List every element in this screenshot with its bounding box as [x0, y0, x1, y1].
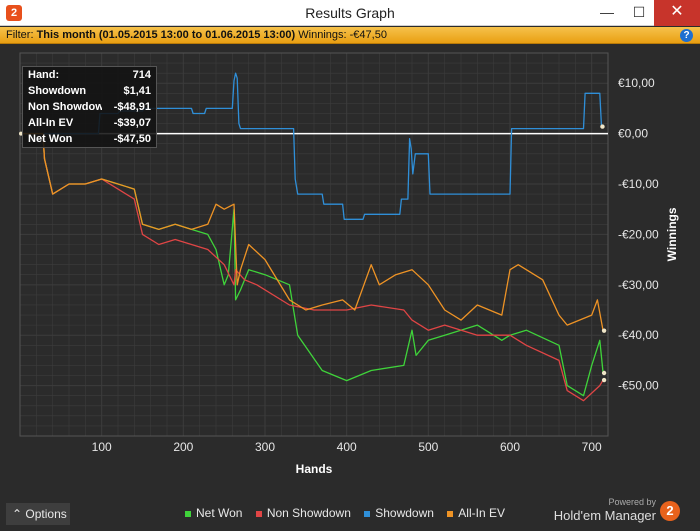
minimize-button[interactable]: — — [600, 4, 614, 20]
stats-row-allin-ev: All-In EV -$39,07 — [23, 115, 156, 131]
filter-value: This month (01.05.2015 13:00 to 01.06.20… — [36, 29, 296, 41]
winnings-value: -€47,50 — [349, 29, 387, 41]
stats-row-non-showdown: Non Showdown -$48,91 — [23, 99, 156, 115]
series-line-allin-ev — [20, 132, 604, 331]
options-label: Options — [25, 507, 67, 521]
y-axis-label: Winnings — [665, 207, 679, 261]
series-line-showdown — [20, 72, 603, 220]
chevron-up-icon: ⌃ — [12, 507, 23, 521]
help-icon[interactable]: ? — [680, 29, 693, 42]
stats-label: Hand: — [28, 69, 60, 81]
stats-label: All-In EV — [28, 117, 74, 129]
stats-row-hand: Hand: 714 — [23, 67, 156, 83]
y-tick-label: -€50,00 — [618, 379, 659, 393]
y-tick-label: €0,00 — [618, 127, 648, 141]
stats-value: 714 — [132, 69, 151, 81]
stats-label: Non Showdown — [28, 101, 102, 113]
series-endpoint — [601, 328, 607, 333]
legend-swatch — [447, 510, 454, 517]
close-button[interactable]: ✕ — [654, 0, 700, 26]
series-endpoint — [601, 370, 607, 376]
legend-label: Showdown — [375, 506, 434, 520]
legend-label: Non Showdown — [266, 506, 351, 520]
series-endpoint — [601, 377, 607, 383]
x-tick-label: 300 — [255, 440, 275, 454]
legend-swatch — [185, 510, 191, 517]
stats-label: Showdown — [28, 85, 87, 97]
y-tick-label: -€30,00 — [618, 278, 659, 292]
legend: Net Won Non Showdown Showdown All-In EV — [185, 506, 515, 520]
y-tick-label: -€40,00 — [618, 328, 659, 342]
y-tick-label: -€20,00 — [618, 227, 659, 241]
hover-stats-panel: Hand: 714 Showdown $1,41 Non Showdown -$48,… — [22, 66, 157, 148]
options-button[interactable]: ⌃ Options — [6, 503, 70, 525]
y-tick-label: €10,00 — [618, 76, 655, 90]
stats-value: -$39,07 — [113, 117, 151, 129]
legend-label: All-In EV — [458, 506, 505, 520]
brand-name: Hold'em Manager — [553, 508, 656, 523]
legend-item-showdown[interactable]: Showdown — [364, 506, 434, 520]
x-tick-label: 100 — [92, 440, 112, 454]
legend-item-allin-ev[interactable]: All-In EV — [447, 506, 505, 520]
stats-value: -$47,50 — [113, 133, 151, 145]
y-tick-label: -€10,00 — [618, 177, 659, 191]
legend-label: Net Won — [196, 506, 243, 520]
powered-by-text: Powered by — [608, 497, 656, 507]
series-endpoint — [600, 124, 605, 129]
footer-bar: ⌃ Options Net Won Non Showdown Showdown … — [0, 497, 700, 531]
winnings-label: Winnings: — [298, 29, 347, 41]
app-logo-icon: 2 — [6, 5, 22, 21]
maximize-button[interactable]: ☐ — [632, 4, 646, 20]
x-tick-label: 400 — [337, 440, 357, 454]
legend-swatch — [255, 510, 262, 517]
legend-item-net-won[interactable]: Net Won — [185, 506, 242, 520]
x-axis-label: Hands — [296, 462, 333, 476]
stats-value: $1,41 — [123, 85, 151, 97]
brand-logo-icon: 2 — [660, 501, 680, 521]
stats-label: Net Won — [28, 133, 73, 145]
plot-border — [19, 52, 609, 437]
stats-value: -$48,91 — [113, 101, 151, 113]
legend-item-non-showdown[interactable]: Non Showdown — [255, 506, 351, 520]
filter-label: Filter: — [6, 29, 34, 41]
stats-row-net-won: Net Won -$47,50 — [23, 131, 156, 147]
filter-bar[interactable]: Filter: This month (01.05.2015 13:00 to … — [0, 27, 700, 44]
x-tick-label: 600 — [500, 440, 520, 454]
title-bar: 2 Results Graph — ☐ ✕ — [0, 0, 700, 26]
x-tick-label: 200 — [173, 440, 193, 454]
window-title: Results Graph — [305, 5, 395, 21]
stats-row-showdown: Showdown $1,41 — [23, 83, 156, 99]
x-tick-label: 500 — [418, 440, 438, 454]
legend-swatch — [364, 510, 371, 517]
x-tick-label: 700 — [582, 440, 602, 454]
